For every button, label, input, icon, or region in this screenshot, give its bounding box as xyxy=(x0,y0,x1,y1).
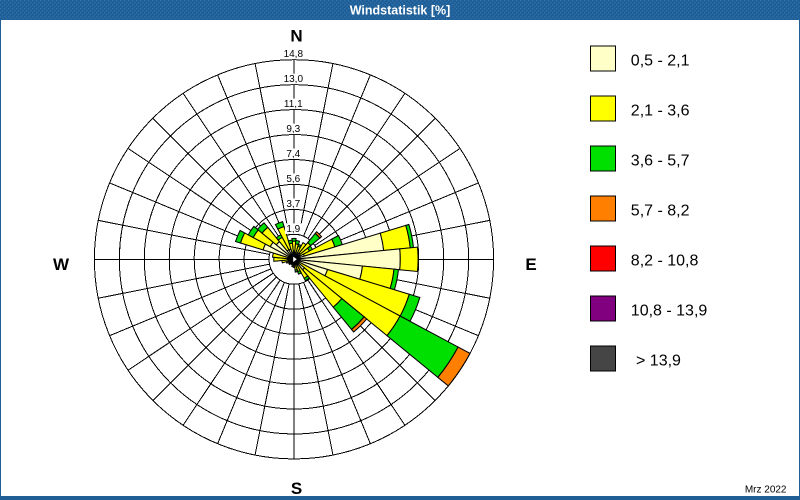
svg-text:5,7 - 8,2: 5,7 - 8,2 xyxy=(631,203,690,220)
svg-text:11,1: 11,1 xyxy=(284,99,303,110)
svg-text:1,9: 1,9 xyxy=(286,224,300,235)
svg-text:2,1 - 3,6: 2,1 - 3,6 xyxy=(631,103,690,120)
svg-text:9,3: 9,3 xyxy=(286,124,300,135)
svg-text:3,7: 3,7 xyxy=(286,199,300,210)
svg-text:3,6 - 5,7: 3,6 - 5,7 xyxy=(631,153,690,170)
svg-text:10,8 - 13,9: 10,8 - 13,9 xyxy=(631,303,708,320)
svg-text:W: W xyxy=(53,255,70,274)
svg-text:8,2 - 10,8: 8,2 - 10,8 xyxy=(631,253,699,270)
svg-text:S: S xyxy=(291,479,302,498)
svg-text:N: N xyxy=(290,27,302,46)
svg-text:E: E xyxy=(525,255,536,274)
svg-text:Windstatistik [%]: Windstatistik [%] xyxy=(350,4,451,18)
svg-text:5,6: 5,6 xyxy=(286,174,300,185)
svg-text:7,4: 7,4 xyxy=(286,149,300,160)
svg-text:0,5 - 2,1: 0,5 - 2,1 xyxy=(631,53,690,70)
svg-text:14,8: 14,8 xyxy=(284,49,304,60)
svg-text:> 13,9: > 13,9 xyxy=(636,353,681,370)
svg-text:Mrz 2022: Mrz 2022 xyxy=(745,485,787,496)
svg-text:13,0: 13,0 xyxy=(284,74,304,85)
